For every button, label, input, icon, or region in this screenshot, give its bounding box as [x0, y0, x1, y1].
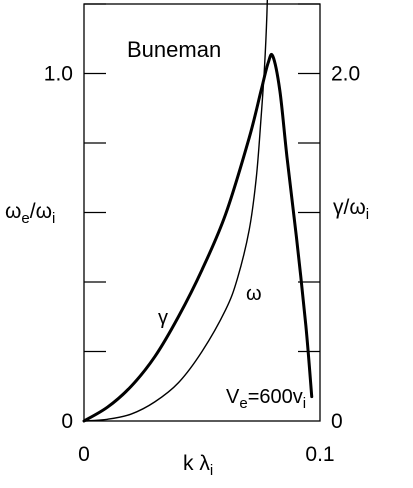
y-tick-label-left: 0 [61, 410, 73, 433]
y-tick-label-right: 0 [331, 410, 343, 433]
series-label-gamma: γ [158, 307, 168, 329]
tick-labels: 0 0.1 0 1.0 0 2.0 [44, 63, 360, 467]
plot-frame [83, 3, 321, 422]
x-tick-label: 0.1 [305, 443, 334, 466]
y-axis-right-label: γ/ωi [333, 196, 369, 223]
y-tick-label-left: 1.0 [44, 63, 73, 86]
series-label-omega: ω [246, 283, 262, 305]
y-axis-left-label: ωe/ωi [5, 200, 55, 227]
y-tick-label-right: 2.0 [331, 63, 360, 86]
x-axis-label: k λi [183, 452, 213, 479]
curves [82, 0, 314, 423]
velocity-annotation: Ve=600vi [226, 386, 306, 412]
series-line-1 [83, 0, 269, 422]
x-tick-label: 0 [78, 443, 90, 466]
tick-marks [84, 3, 320, 353]
chart-title: Buneman [127, 37, 221, 62]
series-line-0 [82, 52, 314, 423]
